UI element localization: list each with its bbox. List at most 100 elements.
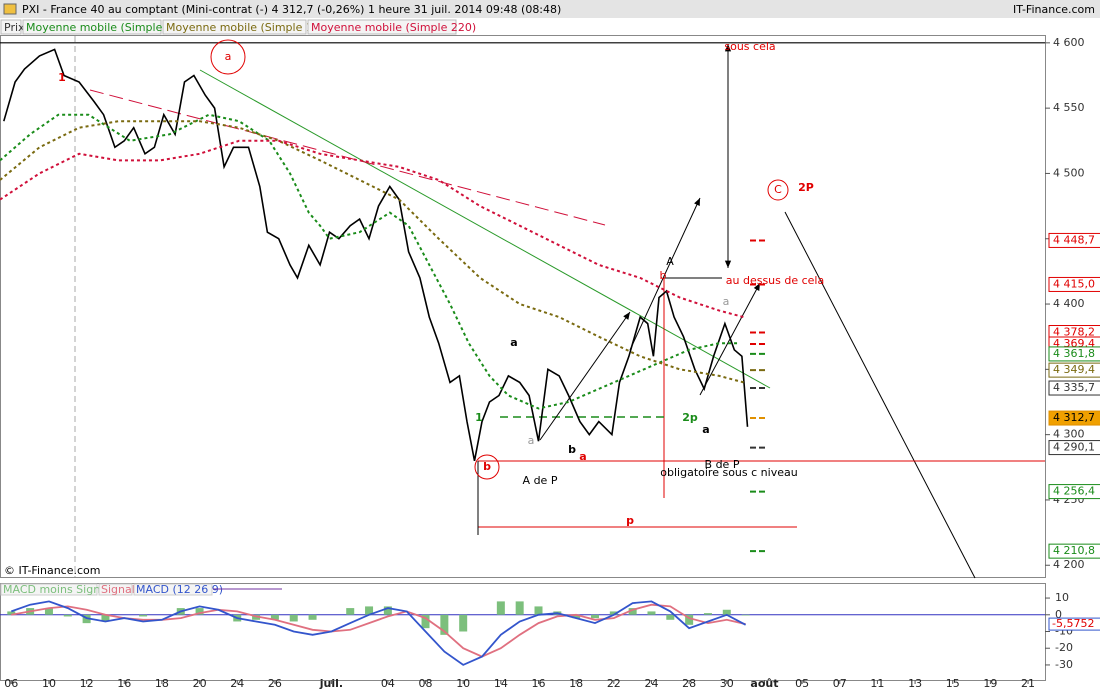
x-tick-label: 14 — [494, 677, 508, 690]
arrow-head — [724, 44, 732, 52]
level-box — [1048, 362, 1100, 378]
last-label: -5,5752 — [1052, 617, 1094, 630]
x-tick-label: 28 — [682, 677, 696, 690]
legend-label: Prix — [4, 21, 25, 34]
annotation: C — [774, 183, 782, 196]
annotation: 1 — [58, 71, 66, 84]
histogram-bar — [101, 614, 110, 622]
x-tick-label: 13 — [908, 677, 922, 690]
annotation: obligatoire sous c niveau — [660, 466, 797, 479]
y-tick-label: -20 — [1055, 641, 1073, 654]
histogram-bar — [609, 611, 618, 615]
annotation: a — [528, 434, 535, 447]
arrow-head — [623, 312, 630, 320]
x-tick-label: 10 — [456, 677, 470, 690]
drawing-line — [784, 211, 976, 579]
histogram-bar — [195, 608, 204, 615]
level-box — [1048, 440, 1100, 456]
last-box — [1048, 617, 1100, 631]
x-tick-label: 26 — [268, 677, 282, 690]
x-tick-label: 12 — [80, 677, 94, 690]
x-tick-label: 24 — [230, 677, 244, 690]
histogram-bar — [515, 601, 524, 615]
histogram-bar — [440, 614, 449, 635]
histogram-bar — [703, 613, 712, 615]
annotation: a — [225, 50, 232, 63]
histogram-bar — [139, 614, 148, 617]
price-line — [3, 48, 749, 461]
histogram-bar — [308, 614, 317, 620]
level-label: 4 335,7 — [1053, 381, 1095, 394]
histogram-bar — [647, 611, 656, 615]
annotation: p — [626, 514, 634, 527]
histogram-bar — [346, 608, 355, 615]
x-tick-label: août — [750, 677, 778, 690]
legend-box — [133, 583, 213, 596]
annotation: au dessus de cela — [726, 274, 824, 287]
y-tick-label: 4 550 — [1053, 101, 1085, 114]
legend-box — [162, 19, 307, 35]
level-box — [1048, 232, 1100, 248]
annotation: A de P — [523, 474, 558, 487]
histogram-bar — [7, 611, 16, 615]
histogram-bar — [270, 614, 279, 620]
annotation-circle — [474, 454, 500, 480]
histogram-bar — [666, 614, 675, 620]
legend-box — [307, 19, 457, 35]
annotation-circle — [210, 39, 246, 75]
legend-label: Moyenne mobile (Simple 220) — [311, 21, 476, 34]
level-label: 4 256,4 — [1053, 485, 1095, 498]
x-tick-label: 07 — [833, 677, 847, 690]
legend-box — [0, 583, 98, 596]
x-tick-label: 10 — [42, 677, 56, 690]
x-tick-label: 04 — [381, 677, 395, 690]
annotation: 1 — [475, 411, 483, 424]
y-tick-label: 0 — [1055, 608, 1062, 621]
x-tick-label: juil. — [319, 677, 343, 690]
y-tick-label: -30 — [1055, 658, 1073, 671]
x-tick-label: 20 — [193, 677, 207, 690]
histogram-bar — [44, 608, 53, 615]
legend-label: Moyenne mobile (Simple 120) — [166, 21, 331, 34]
moving-average — [0, 139, 744, 319]
histogram-bar — [496, 601, 505, 615]
moving-average — [0, 113, 740, 410]
level-label: 4 210,8 — [1053, 544, 1095, 557]
histogram-bar — [421, 614, 430, 629]
histogram-bar — [365, 606, 374, 615]
moving-average — [0, 120, 744, 384]
x-tick-label: 16 — [532, 677, 546, 690]
y-tick-label: 10 — [1055, 591, 1069, 604]
annotation: a — [723, 295, 730, 308]
drawing-line — [199, 69, 771, 389]
histogram-bar — [590, 614, 599, 619]
x-tick-label: 22 — [607, 677, 621, 690]
x-tick-label: 19 — [983, 677, 997, 690]
x-tick-label: 08 — [419, 677, 433, 690]
level-box — [1048, 484, 1100, 500]
histogram-bar — [722, 609, 731, 615]
histogram-bar — [534, 606, 543, 615]
y-tick-label: 4 200 — [1053, 558, 1085, 571]
annotation: b — [568, 443, 576, 456]
annotation: a — [579, 450, 586, 463]
x-tick-label: 18 — [155, 677, 169, 690]
level-label: 4 448,7 — [1053, 233, 1095, 246]
x-tick-label: 06 — [4, 677, 18, 690]
x-tick-label: 15 — [946, 677, 960, 690]
x-tick-label: 16 — [117, 677, 131, 690]
histogram-bar — [741, 614, 750, 616]
legend-box — [22, 19, 162, 35]
histogram-bar — [628, 608, 637, 615]
y-tick-label: 4 400 — [1053, 297, 1085, 310]
drawing-line — [89, 89, 606, 226]
copyright: © IT-Finance.com — [4, 564, 101, 577]
chart-title: PXI - France 40 au comptant (Mini-contra… — [22, 3, 561, 16]
legend-box — [98, 583, 133, 596]
annotation: sous cela — [724, 40, 775, 53]
drawing-line — [629, 197, 701, 351]
histogram-bar — [63, 614, 72, 617]
annotation: b — [483, 460, 491, 473]
annotation: a — [510, 336, 517, 349]
x-tick-label: 21 — [1021, 677, 1035, 690]
